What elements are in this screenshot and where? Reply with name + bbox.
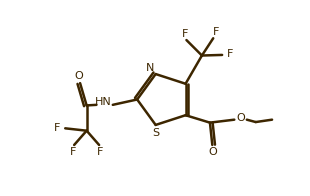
Text: N: N <box>146 63 154 73</box>
Text: F: F <box>182 29 188 39</box>
Text: F: F <box>227 49 234 59</box>
Text: O: O <box>74 71 83 81</box>
Text: F: F <box>70 146 77 157</box>
Text: O: O <box>237 113 245 123</box>
Text: F: F <box>212 27 219 37</box>
Text: O: O <box>208 147 217 157</box>
Text: F: F <box>96 146 103 157</box>
Text: S: S <box>152 128 159 138</box>
Text: HN: HN <box>95 97 112 107</box>
Text: F: F <box>54 123 60 133</box>
